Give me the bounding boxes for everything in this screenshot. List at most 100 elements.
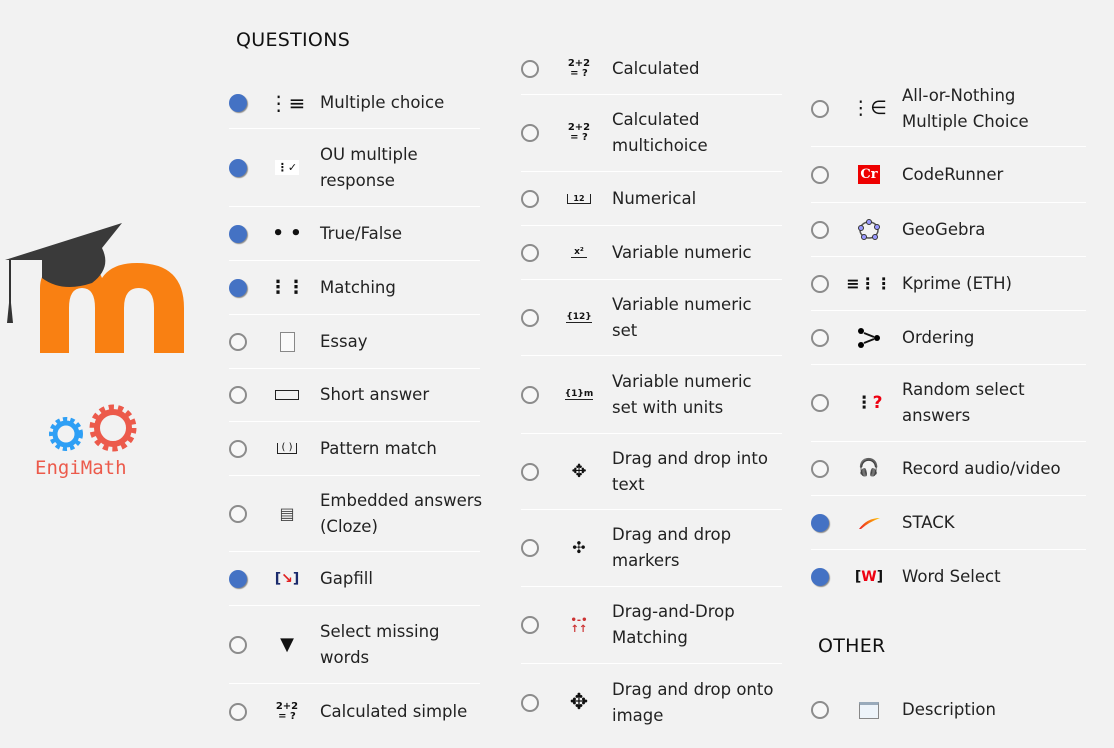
question-type-option[interactable]: [W] Word Select [811, 550, 1086, 604]
variable-units-icon: {1}m [564, 388, 594, 400]
radio-selected[interactable] [811, 568, 829, 586]
radio-unselected[interactable] [811, 220, 829, 239]
question-type-option[interactable]: Essay [229, 315, 480, 369]
question-type-label: Drag and drop markers [612, 525, 732, 570]
radio-unselected[interactable] [521, 462, 539, 481]
question-type-label: GeoGebra [902, 219, 986, 239]
kprime-icon: ≡⋮⋮ [846, 273, 892, 293]
question-type-option[interactable]: Ordering [811, 311, 1086, 365]
radio-unselected[interactable] [521, 59, 539, 78]
question-type-option[interactable]: ✣ Drag and drop markers [521, 510, 782, 587]
question-type-label: Drag-and-Drop Matching [612, 602, 735, 647]
radio-unselected[interactable] [811, 99, 829, 118]
question-type-option[interactable]: 🎧 Record audio/video [811, 442, 1086, 496]
question-type-option[interactable]: ⋮∈ All-or-Nothing Multiple Choice [811, 71, 1086, 147]
question-type-option[interactable]: Short answer [229, 369, 480, 422]
question-type-option[interactable]: ▤ Embedded answers (Cloze) [229, 476, 482, 552]
radio-unselected[interactable] [521, 693, 539, 712]
question-type-option[interactable]: GeoGebra [811, 203, 1086, 257]
coderunner-icon: Cr [858, 165, 880, 184]
radio-unselected[interactable] [229, 635, 247, 654]
question-type-label: OU multiple response [320, 144, 418, 190]
radio-unselected[interactable] [811, 394, 829, 412]
radio-unselected[interactable] [229, 504, 247, 523]
question-type-option[interactable]: ≡⋮⋮ Kprime (ETH) [811, 257, 1086, 311]
radio-selected[interactable] [229, 569, 247, 588]
radio-unselected[interactable] [229, 386, 247, 404]
question-type-label: Random select answers [902, 380, 1025, 425]
question-type-option[interactable]: • • True/False [229, 207, 480, 261]
radio-selected[interactable] [229, 158, 247, 177]
question-type-option[interactable]: ⋮≡ Multiple choice [229, 78, 480, 129]
question-type-option[interactable]: ▼ Select missing words [229, 606, 480, 684]
matching-icon: ⋮⋮ [269, 276, 305, 298]
radio-unselected[interactable] [229, 703, 247, 721]
text-box-icon [269, 382, 305, 408]
radio-unselected[interactable] [521, 243, 539, 262]
radio-unselected[interactable] [229, 332, 247, 351]
question-type-label: Gapfill [320, 568, 373, 588]
question-type-label: Calculated multichoice [612, 110, 708, 155]
question-type-option[interactable]: 12 Numerical [521, 172, 782, 226]
question-type-option[interactable]: {12} Variable numeric set [521, 280, 782, 356]
pattern-box-icon: ( ) [269, 436, 305, 462]
question-type-option[interactable]: ✥ Drag and drop onto image [521, 664, 782, 741]
variable-set-icon: {12} [566, 311, 592, 323]
question-type-option[interactable]: {1}m Variable numeric set with units [521, 356, 782, 434]
description-icon [851, 697, 887, 723]
gapfill-icon: [↘] [274, 570, 300, 587]
question-type-label: Record audio/video [902, 458, 1061, 478]
ordering-icon [851, 325, 887, 351]
radio-selected[interactable] [229, 278, 247, 297]
question-type-label: Ordering [902, 327, 975, 347]
radio-selected[interactable] [229, 94, 247, 112]
question-type-option[interactable]: 2+2 = ? Calculated simple [229, 684, 480, 740]
calculated-icon: 2+2 = ? [275, 701, 299, 722]
list-icon: ⋮≡ [268, 91, 306, 115]
question-type-label: Variable numeric set [612, 294, 752, 340]
question-type-option[interactable]: •-• ↑↑ Drag-and-Drop Matching [521, 587, 782, 664]
document-icon [269, 329, 305, 355]
random-select-icon: ⋮? [855, 392, 883, 413]
radio-unselected[interactable] [521, 385, 539, 404]
question-type-option[interactable]: Cr CodeRunner [811, 147, 1086, 203]
other-column: Description [811, 684, 1086, 736]
radio-unselected[interactable] [229, 439, 247, 458]
radio-selected[interactable] [229, 224, 247, 243]
all-or-nothing-icon: ⋮∈ [851, 97, 887, 119]
question-type-label: Multiple choice [320, 93, 445, 112]
question-type-option[interactable]: 2+2 = ? Calculated [521, 43, 782, 95]
question-type-option[interactable]: ✥ Drag and drop into text [521, 434, 782, 510]
checklist-icon: ⋮✓ [274, 160, 300, 175]
question-type-option[interactable]: 2+2 = ? Calculated multichoice [521, 95, 782, 172]
question-type-option[interactable]: [↘] Gapfill [229, 552, 480, 606]
engimath-logo: EngiMath [35, 404, 165, 484]
question-type-option[interactable]: ⋮? Random select answers [811, 365, 1086, 442]
radio-unselected[interactable] [811, 328, 829, 347]
radio-unselected[interactable] [811, 274, 829, 293]
question-type-option[interactable]: ( ) Pattern match [229, 422, 480, 476]
radio-unselected[interactable] [811, 459, 829, 478]
radio-unselected[interactable] [811, 701, 829, 719]
word-select-icon: [W] [854, 569, 884, 585]
question-type-label: Numerical [612, 188, 697, 208]
radio-unselected[interactable] [521, 616, 539, 634]
question-type-option[interactable]: Description [811, 684, 1086, 736]
question-type-option[interactable]: ⋮⋮ Matching [229, 261, 480, 315]
radio-unselected[interactable] [521, 308, 539, 327]
radio-unselected[interactable] [521, 189, 539, 208]
geogebra-icon [851, 217, 887, 243]
question-type-option[interactable]: x² Variable numeric [521, 226, 782, 280]
question-type-label: Kprime (ETH) [902, 273, 1012, 293]
question-type-label: Select missing words [320, 621, 440, 667]
question-type-option[interactable]: STACK [811, 496, 1086, 550]
radio-unselected[interactable] [521, 124, 539, 142]
question-type-label: Calculated [612, 58, 700, 78]
radio-unselected[interactable] [811, 165, 829, 184]
markers-icon: ✣ [572, 538, 586, 557]
question-type-option[interactable]: ⋮✓ OU multiple response [229, 129, 480, 207]
radio-selected[interactable] [811, 513, 829, 532]
question-type-label: STACK [902, 512, 955, 532]
triangle-down-icon: ▼ [280, 633, 294, 655]
radio-unselected[interactable] [521, 539, 539, 557]
